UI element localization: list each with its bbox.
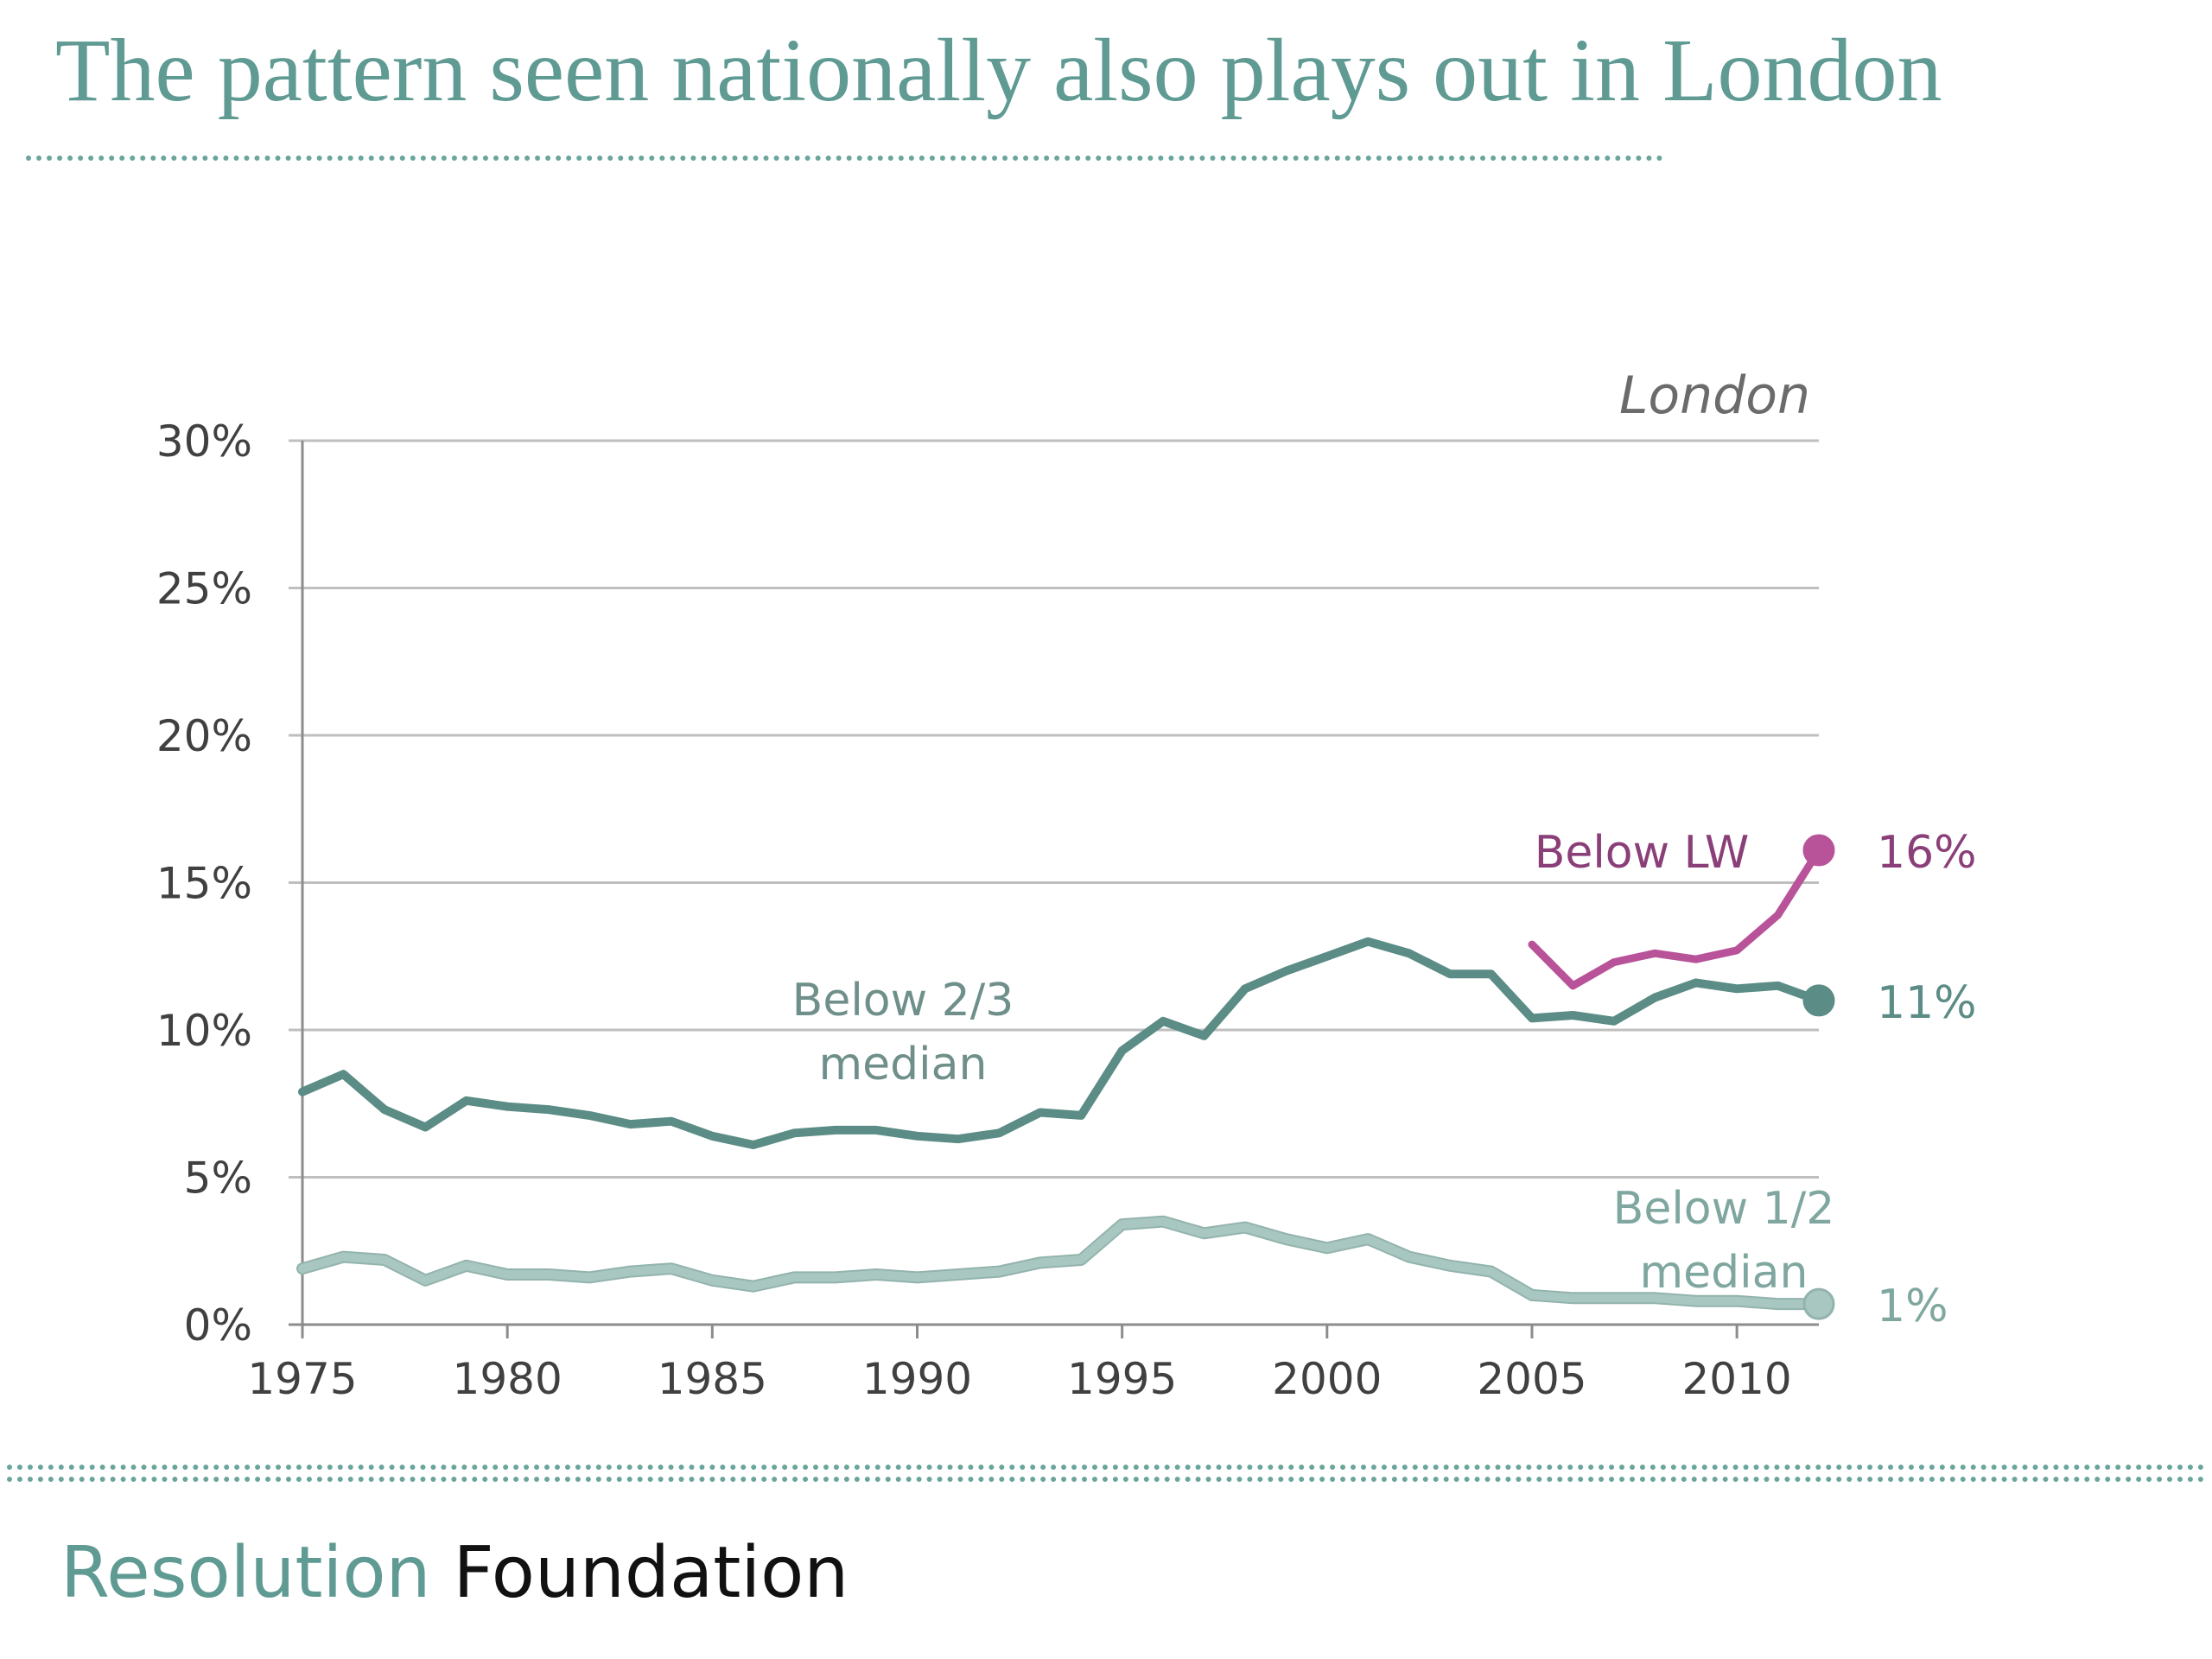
slide-title: The pattern seen nationally also plays o… [55, 21, 1942, 120]
x-tick-label-1985: 1985 [658, 1354, 767, 1404]
series-lines [296, 834, 1835, 1320]
series-label-below-half-line-2: median [1640, 1247, 1808, 1299]
end-label-below-two-thirds: 11% [1877, 977, 1977, 1029]
brand-logo: Resolution Foundation [60, 1531, 849, 1616]
y-tick-label-25: 25% [156, 564, 252, 614]
series-label-below-lw-line-1: Below LW [1535, 827, 1750, 879]
series-labels: 11% 1% 16% Below 2/3 median Below 1/2 median Be… [792, 827, 1977, 1332]
x-tick-label-1975: 1975 [247, 1354, 357, 1404]
series-end-marker-below-lw [1802, 834, 1835, 867]
y-tick-labels: 0% 5% 10% 15% 20% 25% 30% [156, 416, 252, 1351]
series-line-below-lw [1528, 846, 1823, 990]
chart-title: London [1619, 365, 1810, 426]
series-label-below-two-thirds-line-1: Below 2/3 [792, 975, 1014, 1027]
series-end-marker-below-two-thirds [1802, 984, 1835, 1017]
x-tick-label-2000: 2000 [1272, 1354, 1382, 1404]
x-tick-labels: 1975 1980 1985 1990 1995 2000 2005 2010 [247, 1325, 1792, 1404]
brand-foundation: Foundation [453, 1532, 849, 1614]
grid-lines [289, 439, 1819, 1179]
series-line-below-half [298, 1217, 1823, 1309]
title-divider [26, 156, 1663, 161]
y-tick-label-5: 5% [184, 1154, 252, 1204]
axes [289, 441, 1819, 1326]
series-label-below-half-line-1: Below 1/2 [1613, 1183, 1835, 1235]
y-tick-label-0: 0% [184, 1300, 252, 1351]
x-tick-label-1980: 1980 [453, 1354, 563, 1404]
series-line-below-two-thirds [298, 937, 1823, 1149]
y-tick-label-30: 30% [156, 416, 252, 467]
x-tick-label-2010: 2010 [1682, 1354, 1792, 1404]
series-end-marker-below-half [1802, 1287, 1835, 1320]
y-tick-label-15: 15% [156, 859, 252, 909]
end-label-below-lw: 16% [1877, 827, 1977, 879]
series-label-below-two-thirds-line-2: median [819, 1039, 988, 1090]
x-tick-label-1990: 1990 [862, 1354, 972, 1404]
footer-divider [7, 1465, 2205, 1482]
y-tick-label-20: 20% [156, 711, 252, 761]
end-label-below-half: 1% [1877, 1281, 1948, 1332]
y-tick-label-10: 10% [156, 1006, 252, 1056]
x-tick-label-1995: 1995 [1067, 1354, 1177, 1404]
x-tick-label-2005: 2005 [1477, 1354, 1586, 1404]
brand-resolution: Resolution [60, 1532, 431, 1614]
